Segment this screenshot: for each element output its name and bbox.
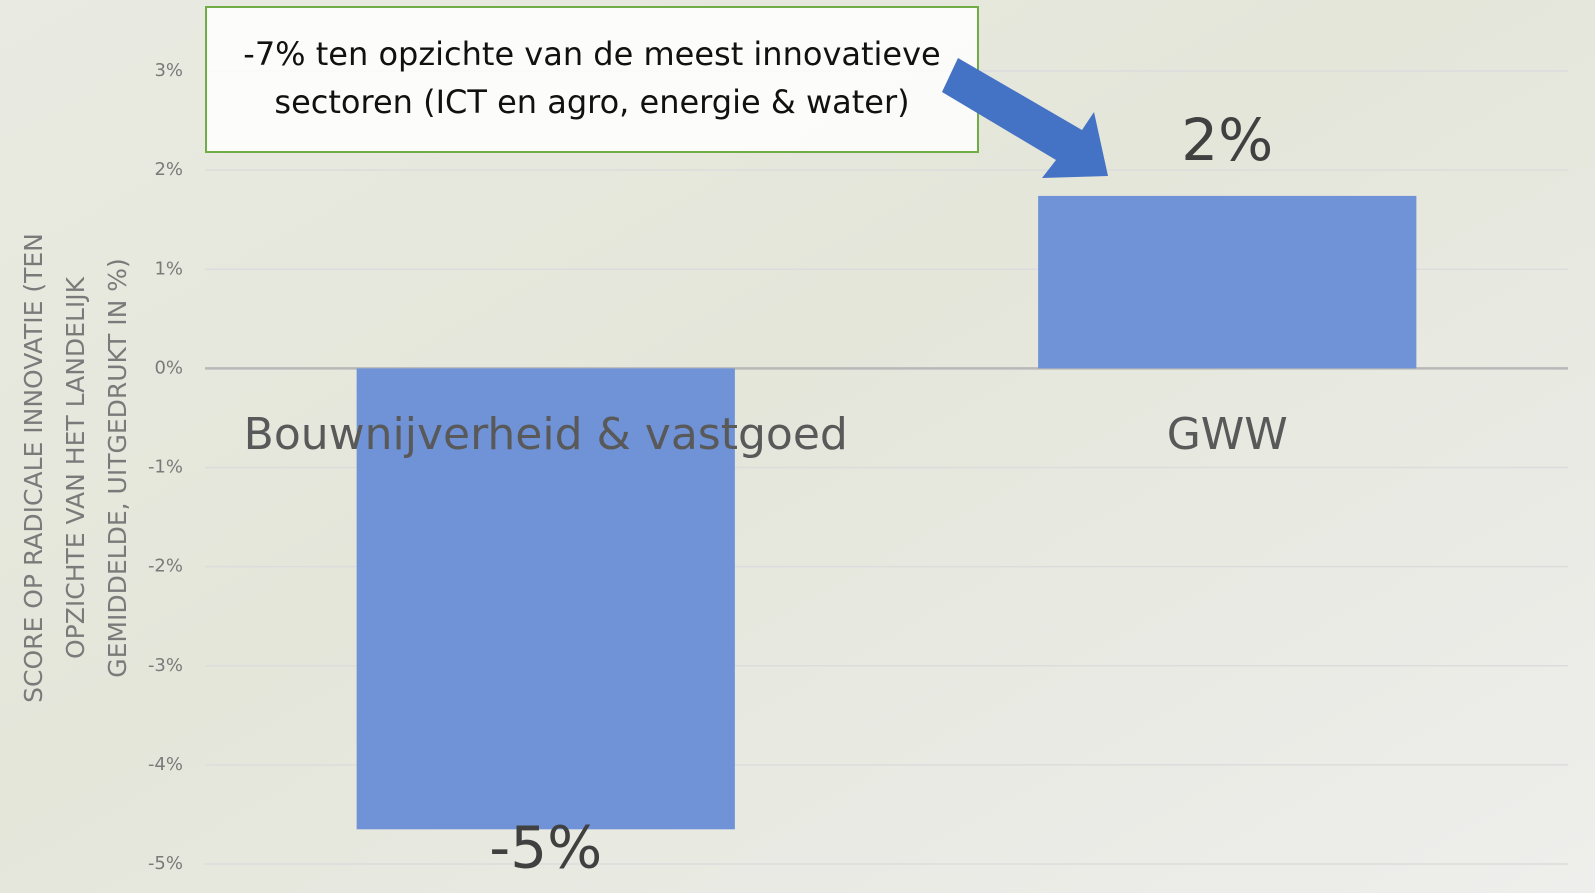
y-tick-label: -1%	[148, 457, 183, 478]
data-label: 2%	[1181, 106, 1273, 174]
annotation-box	[205, 6, 979, 153]
annotation-text: sectoren (ICT en agro, energie & water)	[274, 83, 909, 121]
y-tick-label: 3%	[154, 60, 183, 81]
y-axis-title-line: SCORE OP RADICALE INNOVATIE (TEN	[19, 233, 48, 703]
y-tick-label: 2%	[154, 159, 183, 180]
y-tick-label: 1%	[154, 258, 183, 279]
annotation-text: -7% ten opzichte van de meest innovatiev…	[243, 35, 940, 73]
x-tick-label: Bouwnijverheid & vastgoed	[244, 409, 848, 460]
annotation-arrow	[942, 58, 1108, 178]
y-axis-title: SCORE OP RADICALE INNOVATIE (TEN OPZICHT…	[19, 233, 132, 703]
y-tick-label: -2%	[148, 556, 183, 577]
bar	[1038, 195, 1417, 369]
x-tick-label: GWW	[1167, 409, 1288, 460]
y-tick-label: 0%	[154, 357, 183, 378]
y-axis-title-line: OPZICHTE VAN HET LANDELIJK	[61, 276, 90, 659]
bar	[356, 368, 735, 830]
y-tick-label: -3%	[148, 655, 183, 676]
y-tick-label: -4%	[148, 754, 183, 775]
y-axis-title-line: GEMIDDELDE, UITGEDRUKT IN %)	[103, 258, 132, 678]
y-tick-label: -5%	[148, 853, 183, 874]
data-label: -5%	[489, 813, 602, 881]
